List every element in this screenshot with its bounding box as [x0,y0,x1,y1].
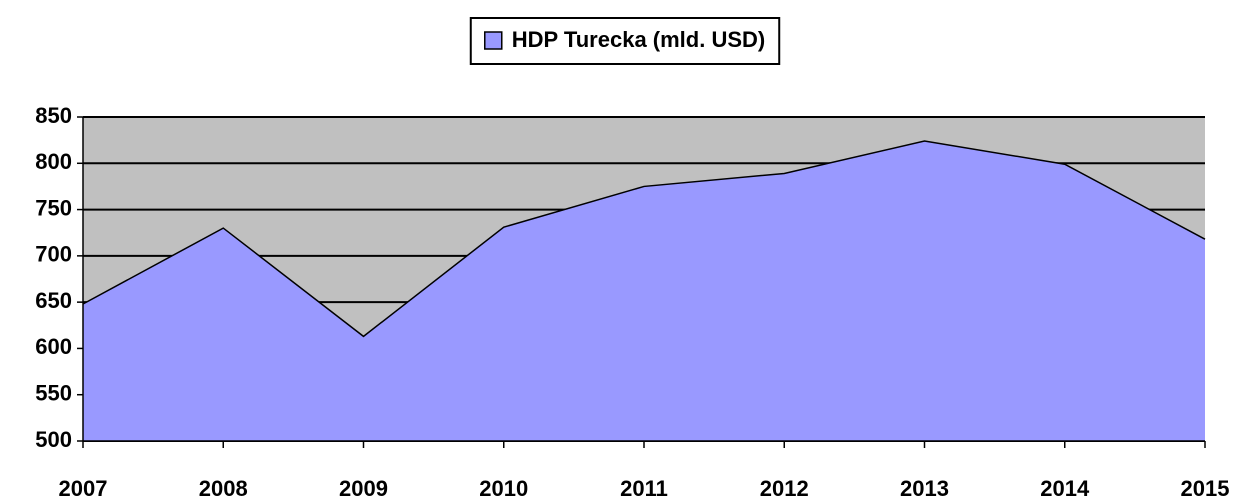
y-tick-label: 500 [35,427,72,452]
x-tick-label: 2008 [199,476,248,501]
legend-box [469,17,781,65]
y-tick-label: 800 [35,149,72,174]
y-tick-label: 850 [35,103,72,128]
y-tick-label: 550 [35,381,72,406]
x-tick-label: 2009 [339,476,388,501]
x-tick-label: 2010 [479,476,528,501]
y-tick-label: 600 [35,334,72,359]
area [83,141,1205,441]
x-tick-label: 2011 [620,476,668,501]
x-tick-label: 2013 [900,476,949,501]
legend-swatch [484,31,503,50]
x-tick-label: 2015 [1181,476,1230,501]
y-tick-label: 700 [35,242,72,267]
x-tick-label: 2007 [59,476,108,501]
legend-label: HDP Turecka (mld. USD) [512,27,765,52]
y-tick-label: 650 [35,288,72,313]
x-tick-label: 2014 [1040,476,1090,501]
y-tick-label: 750 [35,195,72,220]
x-tick-label: 2012 [760,476,809,501]
area-line [82,140,1206,338]
